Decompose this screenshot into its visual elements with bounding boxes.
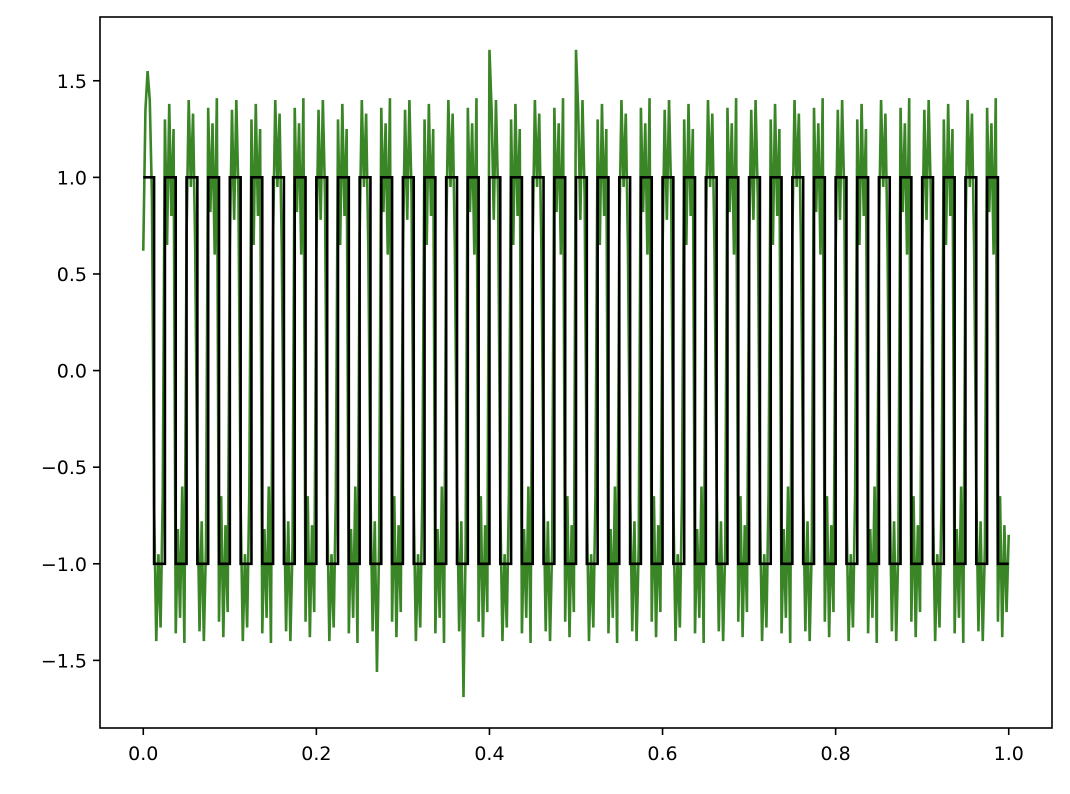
x-tick-label: 0.6 — [647, 743, 677, 765]
y-tick-label: −1.0 — [41, 554, 87, 576]
y-tick-label: 1.5 — [57, 71, 87, 93]
x-tick-label: 0.2 — [301, 743, 331, 765]
signal-line — [141, 49, 1011, 698]
y-tick-label: −1.5 — [41, 650, 87, 672]
x-tick-label: 0.0 — [128, 743, 158, 765]
y-tick-label: 0.5 — [57, 264, 87, 286]
x-tick-label: 0.8 — [821, 743, 851, 765]
y-tick-label: 1.0 — [57, 167, 87, 189]
signal-line — [143, 176, 1009, 566]
x-tick-label: 1.0 — [994, 743, 1024, 765]
plot-frame — [99, 16, 1053, 729]
y-tick-label: −0.5 — [41, 457, 87, 479]
y-tick-label: 0.0 — [57, 361, 87, 383]
x-tick-label: 0.4 — [474, 743, 504, 765]
